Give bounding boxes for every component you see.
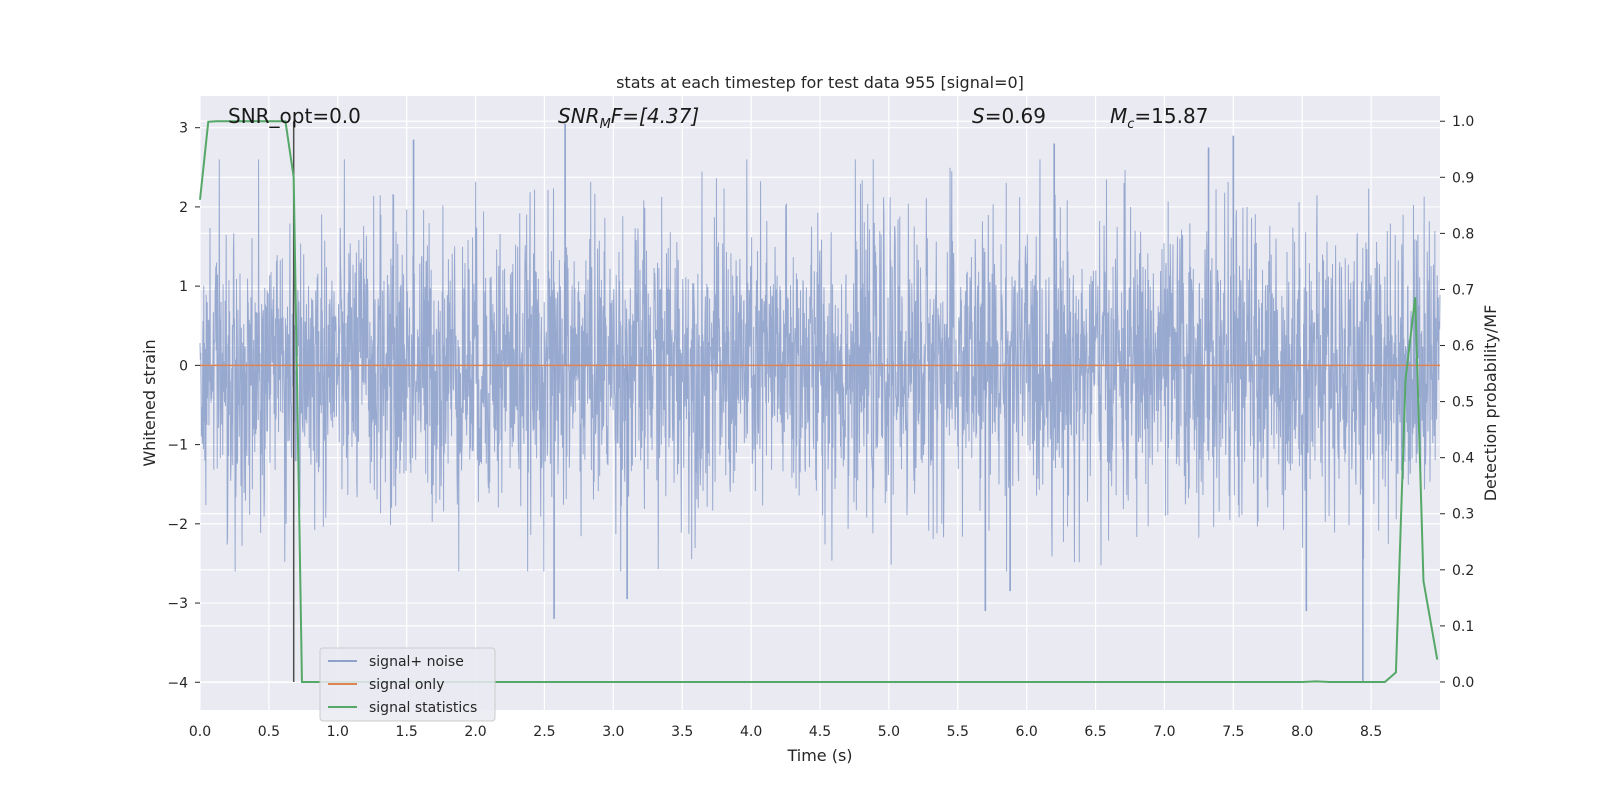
x-tick-label-7: 3.5 (671, 724, 693, 740)
signal-statistics-line (199, 120, 1439, 683)
y-tick-label-1: 2 (179, 200, 188, 216)
y2-tick-label-1: 0.9 (1452, 170, 1474, 186)
x-tick-label-5: 2.5 (533, 724, 555, 740)
legend-box (319, 647, 496, 722)
annotation-snr-mf-value: F=[4.37] (611, 104, 699, 128)
series-signal-statistics (199, 120, 1439, 683)
x-axis-label: Time (s) (786, 746, 852, 765)
annotation-snr-mf: SNRMF=[4.37] (558, 104, 699, 132)
annotation-mc-subscript: c (1127, 117, 1134, 132)
legend-label-signal-statistics: signal statistics (369, 700, 477, 716)
annotation-snr-mf-subscript: M (600, 117, 611, 132)
x-tick-label-15: 7.5 (1222, 724, 1244, 740)
x-tick-label-16: 8.0 (1291, 724, 1313, 740)
x-tick-label-12: 6.0 (1016, 724, 1038, 740)
y-tick-label-4: −1 (167, 438, 188, 454)
legend-label-signal-only: signal only (369, 677, 444, 693)
annotation-snr-opt: SNR_opt=0.0 (228, 104, 361, 128)
y2-tick-label-3: 0.7 (1452, 282, 1474, 298)
y2-tick-label-4: 0.6 (1452, 339, 1474, 355)
x-tick-label-1: 0.5 (258, 724, 280, 740)
annotation-snr-mf-symbol: SNR (558, 104, 600, 128)
y-tick-label-7: −4 (167, 675, 188, 691)
y2-tick-label-6: 0.4 (1452, 451, 1474, 467)
annotation-s-symbol: S (972, 104, 985, 128)
chart-title: stats at each timestep for test data 955… (616, 73, 1024, 92)
x-tick-label-13: 6.5 (1084, 724, 1106, 740)
y-tick-label-5: −2 (167, 517, 188, 533)
x-tick-label-9: 4.5 (809, 724, 831, 740)
x-tick-label-3: 1.5 (396, 724, 418, 740)
y-tick-label-6: −3 (167, 596, 188, 612)
y2-tick-label-8: 0.2 (1452, 563, 1474, 579)
y-tick-label-2: 1 (179, 279, 188, 295)
y2-tick-label-9: 0.1 (1452, 619, 1474, 635)
annotation-mc: Mc=15.87 (1110, 104, 1208, 132)
x-tick-label-17: 8.5 (1360, 724, 1382, 740)
x-tick-label-11: 5.5 (947, 724, 969, 740)
y2-tick-label-2: 0.8 (1452, 226, 1474, 242)
series-signal-noise (199, 123, 1441, 683)
x-tick-label-8: 4.0 (740, 724, 762, 740)
y-tick-label-0: 3 (179, 121, 188, 137)
legend: signal+ noise signal only signal statist… (319, 647, 496, 722)
y2-tick-label-5: 0.5 (1452, 395, 1474, 411)
x-tick-label-0: 0.0 (189, 724, 211, 740)
y-tick-label-3: 0 (179, 358, 188, 374)
y-axis-label: Whitened strain (140, 339, 159, 466)
y2-axis-label: Detection probability/MF (1481, 305, 1500, 502)
x-tick-label-2: 1.0 (327, 724, 349, 740)
y2-tick-label-7: 0.3 (1452, 507, 1474, 523)
x-tick-label-4: 2.0 (464, 724, 486, 740)
legend-label-signal-noise: signal+ noise (369, 654, 464, 670)
annotation-mc-value: =15.87 (1134, 104, 1208, 128)
y2-tick-label-0: 1.0 (1452, 114, 1474, 130)
annotation-s: S=0.69 (972, 104, 1046, 128)
y2-axis-ticks: 1.0 0.9 0.8 0.7 0.6 0.5 0.4 0.3 0.2 0.1 0.0 (1440, 114, 1474, 691)
x-tick-label-6: 3.0 (602, 724, 624, 740)
x-axis-ticks: 0.0 0.5 1.0 1.5 2.0 2.5 3.0 3.5 4.0 4.5 5.0 5.5 6.0 6… (189, 724, 1382, 740)
x-tick-label-14: 7.0 (1153, 724, 1175, 740)
annotation-s-value: =0.69 (985, 104, 1046, 128)
y-axis-ticks: 3 2 1 0 −1 −2 −3 −4 (167, 121, 200, 691)
x-tick-label-10: 5.0 (878, 724, 900, 740)
y2-tick-label-10: 0.0 (1452, 675, 1474, 691)
annotation-mc-symbol: M (1110, 104, 1127, 128)
